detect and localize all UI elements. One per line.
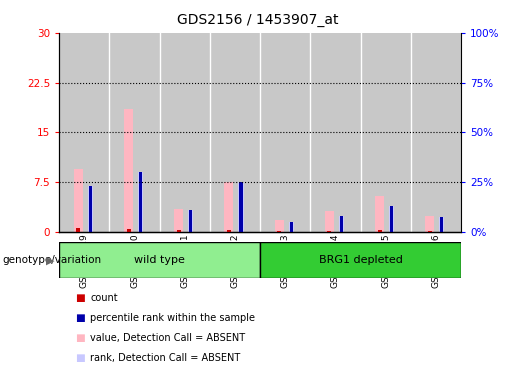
Bar bbox=[328, 231, 331, 232]
Bar bbox=[340, 216, 343, 232]
Bar bbox=[428, 231, 432, 232]
Text: wild type: wild type bbox=[134, 255, 185, 265]
Bar bbox=[59, 33, 109, 232]
Bar bbox=[89, 186, 92, 232]
Bar bbox=[239, 182, 243, 232]
Text: ■: ■ bbox=[75, 353, 84, 362]
Bar bbox=[88, 186, 93, 232]
Bar bbox=[440, 217, 443, 232]
Text: BRG1 depleted: BRG1 depleted bbox=[319, 255, 402, 265]
Bar bbox=[238, 182, 244, 232]
Text: value, Detection Call = ABSENT: value, Detection Call = ABSENT bbox=[90, 333, 245, 343]
Bar bbox=[289, 222, 294, 232]
Text: rank, Detection Call = ABSENT: rank, Detection Call = ABSENT bbox=[90, 353, 241, 362]
Bar bbox=[310, 33, 360, 232]
Text: ■: ■ bbox=[75, 333, 84, 343]
Text: count: count bbox=[90, 293, 118, 303]
Bar bbox=[177, 230, 181, 232]
Bar bbox=[290, 222, 293, 232]
Bar bbox=[160, 33, 210, 232]
Bar bbox=[439, 217, 444, 232]
Bar bbox=[225, 182, 233, 232]
Bar bbox=[375, 196, 384, 232]
Bar bbox=[390, 206, 393, 232]
Bar bbox=[389, 206, 394, 232]
Bar bbox=[339, 216, 344, 232]
Bar bbox=[360, 33, 410, 232]
Bar bbox=[127, 229, 130, 232]
Bar bbox=[59, 242, 260, 278]
Bar bbox=[174, 209, 183, 232]
Text: GDS2156 / 1453907_at: GDS2156 / 1453907_at bbox=[177, 13, 338, 27]
Bar bbox=[227, 230, 231, 232]
Bar bbox=[124, 109, 133, 232]
Bar bbox=[377, 230, 382, 232]
Bar bbox=[274, 220, 284, 232]
Bar bbox=[325, 211, 334, 232]
Bar bbox=[109, 33, 160, 232]
Bar bbox=[138, 172, 143, 232]
Bar bbox=[76, 228, 80, 232]
Bar bbox=[210, 33, 260, 232]
Bar bbox=[139, 172, 142, 232]
Bar bbox=[425, 216, 434, 232]
Bar bbox=[260, 242, 461, 278]
Bar bbox=[260, 33, 310, 232]
Bar bbox=[74, 169, 83, 232]
Text: percentile rank within the sample: percentile rank within the sample bbox=[90, 313, 255, 323]
Bar bbox=[188, 210, 193, 232]
Text: ■: ■ bbox=[75, 313, 84, 323]
Text: genotype/variation: genotype/variation bbox=[3, 255, 101, 265]
Text: ■: ■ bbox=[75, 293, 84, 303]
Text: ▶: ▶ bbox=[46, 255, 54, 265]
Bar bbox=[410, 33, 461, 232]
Bar bbox=[190, 210, 192, 232]
Bar bbox=[277, 231, 281, 232]
